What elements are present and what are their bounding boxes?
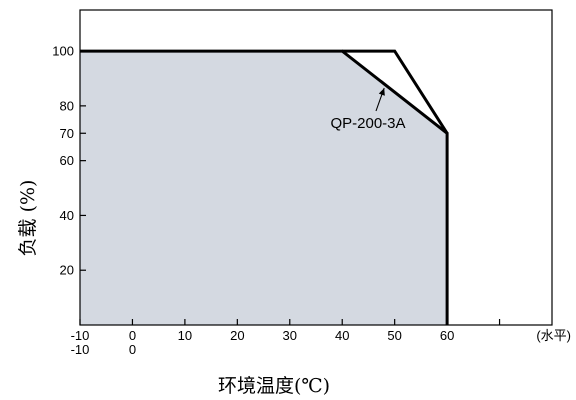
series-line-qp-200-3a: [80, 49, 449, 325]
y-axis-label: 负载 (%): [17, 180, 39, 257]
annotation-label: QP-200-3A: [330, 115, 405, 132]
x-tick-label: 50: [387, 328, 401, 343]
x-tick-label: 60: [440, 328, 454, 343]
x-tick-label: 0: [129, 328, 136, 343]
y-tick-label: 100: [52, 44, 74, 59]
x-tick-label-row2: 0: [129, 342, 136, 357]
derating-area: [80, 51, 448, 326]
series-line-upper-limit: [342, 49, 449, 135]
y-tick-label: 40: [60, 208, 74, 223]
x-tick-label: 30: [283, 328, 297, 343]
plot-frame: [79, 9, 553, 326]
y-tick-label: 20: [60, 263, 74, 278]
x-tick-label: 40: [335, 328, 349, 343]
x-tick-label: 10: [178, 328, 192, 343]
x-unit-label: (水平): [536, 328, 571, 343]
x-tick-label: 20: [230, 328, 244, 343]
x-tick-label: -10: [71, 328, 90, 343]
x-axis-label: 环境温度(℃): [218, 375, 330, 397]
x-tick-label-row2: -10: [71, 342, 90, 357]
annotation-arrowhead: [378, 88, 385, 96]
y-tick-label: 70: [60, 126, 74, 141]
y-tick-label: 60: [60, 153, 74, 168]
y-tick-label: 80: [60, 98, 74, 113]
